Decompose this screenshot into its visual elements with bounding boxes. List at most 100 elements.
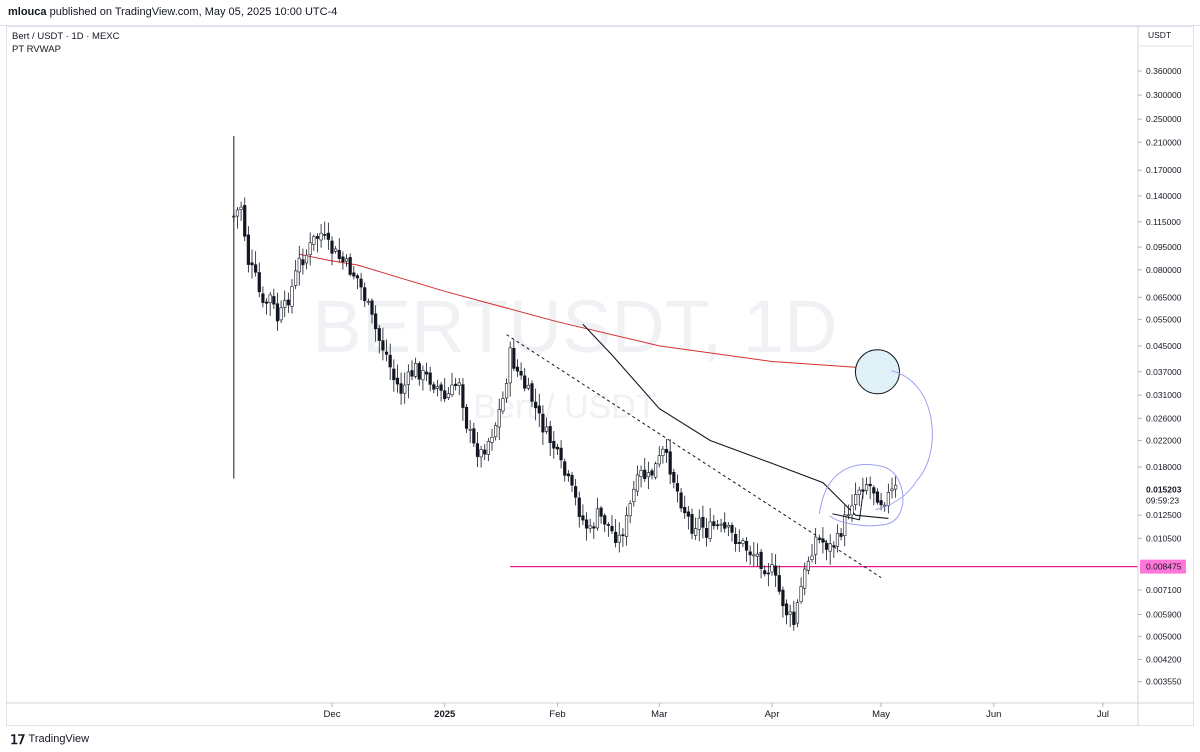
candle-body[interactable] — [464, 406, 469, 429]
candle-body[interactable] — [734, 533, 738, 545]
candle-body[interactable] — [555, 446, 560, 450]
candle-body[interactable] — [428, 372, 432, 385]
target-circle[interactable] — [854, 349, 900, 395]
candle-body[interactable] — [294, 270, 298, 286]
candle-body[interactable] — [766, 572, 770, 575]
last-price-label[interactable]: 0.015203 — [1146, 484, 1182, 494]
candle-body[interactable] — [406, 371, 410, 385]
candle-body[interactable] — [337, 249, 341, 259]
candle-body[interactable] — [646, 472, 650, 478]
candle-body[interactable] — [519, 370, 523, 376]
candle-body[interactable] — [326, 232, 330, 240]
candle-body[interactable] — [821, 538, 825, 543]
candle-body[interactable] — [879, 500, 883, 506]
candle-body[interactable] — [890, 488, 894, 491]
candle-body[interactable] — [315, 236, 320, 239]
candle-body[interactable] — [355, 275, 360, 279]
candle-body[interactable] — [264, 301, 269, 304]
candle-body[interactable] — [541, 413, 545, 433]
candle-body[interactable] — [577, 497, 581, 517]
descending-trendline[interactable] — [506, 334, 882, 578]
candle-body[interactable] — [581, 515, 585, 521]
candle-body[interactable] — [741, 540, 745, 544]
candle-body[interactable] — [246, 234, 250, 265]
candle-body[interactable] — [868, 483, 872, 487]
candle-body[interactable] — [792, 611, 796, 625]
candle-body[interactable] — [744, 541, 749, 551]
candle-body[interactable] — [297, 257, 301, 273]
candle-body[interactable] — [592, 526, 596, 529]
candle-body[interactable] — [403, 384, 407, 394]
candle-body[interactable] — [763, 570, 767, 575]
candle-body[interactable] — [275, 303, 280, 322]
candle-body[interactable] — [654, 463, 658, 478]
candle-body[interactable] — [257, 272, 261, 293]
candle-body[interactable] — [374, 313, 378, 330]
candle-body[interactable] — [544, 426, 549, 432]
author-name[interactable]: mlouca — [8, 6, 47, 18]
candle-body[interactable] — [806, 560, 810, 571]
candle-body[interactable] — [726, 524, 730, 528]
candle-body[interactable] — [672, 471, 676, 483]
candle-body[interactable] — [643, 469, 647, 479]
candle-body[interactable] — [504, 383, 509, 399]
candle-body[interactable] — [272, 296, 276, 305]
candle-body[interactable] — [708, 521, 712, 539]
candle-body[interactable] — [235, 209, 240, 217]
candle-body[interactable] — [392, 368, 396, 381]
candle-body[interactable] — [875, 491, 880, 503]
candle-body[interactable] — [697, 517, 701, 530]
candle-body[interactable] — [308, 242, 312, 256]
candle-body[interactable] — [617, 534, 621, 543]
candle-body[interactable] — [348, 257, 352, 275]
candle-body[interactable] — [621, 534, 625, 537]
candle-body[interactable] — [777, 575, 781, 592]
legend-symbol[interactable]: Bert / USDT · 1D · MEXC — [12, 31, 120, 42]
candle-body[interactable] — [715, 524, 720, 527]
candle-body[interactable] — [752, 554, 756, 557]
candle-body[interactable] — [588, 525, 592, 529]
candle-body[interactable] — [384, 351, 389, 355]
candle-body[interactable] — [479, 449, 483, 458]
candle-body[interactable] — [872, 487, 876, 494]
candle-body[interactable] — [395, 377, 400, 385]
price-axis-currency[interactable]: USDT — [1148, 30, 1171, 40]
candle-body[interactable] — [512, 347, 516, 369]
candle-body[interactable] — [286, 299, 290, 306]
candle-body[interactable] — [501, 398, 505, 412]
candle-body[interactable] — [388, 354, 392, 368]
candle-body[interactable] — [268, 294, 272, 304]
candle-body[interactable] — [344, 258, 349, 262]
rvwap-line[interactable] — [299, 253, 896, 371]
candle-body[interactable] — [461, 384, 465, 408]
candle-body[interactable] — [243, 205, 247, 237]
candle-body[interactable] — [283, 300, 287, 308]
candle-body[interactable] — [755, 553, 760, 557]
candle-body[interactable] — [817, 538, 821, 540]
candle-body[interactable] — [261, 293, 265, 303]
candle-body[interactable] — [424, 371, 429, 375]
candle-body[interactable] — [675, 483, 680, 492]
candle-body[interactable] — [854, 494, 858, 505]
candle-body[interactable] — [508, 347, 512, 384]
candle-body[interactable] — [781, 589, 785, 607]
candle-body[interactable] — [603, 515, 607, 525]
candle-body[interactable] — [883, 504, 887, 507]
wedge-drawing[interactable] — [832, 489, 864, 521]
footer-brand[interactable]: TradingView — [28, 733, 90, 745]
candle-body[interactable] — [683, 506, 687, 514]
moving-average-line[interactable] — [582, 323, 889, 519]
candle-body[interactable] — [857, 489, 861, 496]
candle-body[interactable] — [432, 384, 436, 390]
consolidation-outline[interactable] — [818, 463, 904, 527]
candle-body[interactable] — [719, 523, 723, 526]
candle-body[interactable] — [624, 515, 629, 537]
candle-body[interactable] — [279, 307, 283, 321]
candle-body[interactable] — [443, 390, 447, 400]
candle-body[interactable] — [563, 461, 567, 476]
candle-body[interactable] — [330, 240, 334, 254]
candle-body[interactable] — [835, 532, 840, 547]
candle-body[interactable] — [537, 405, 541, 414]
candle-body[interactable] — [824, 542, 829, 550]
